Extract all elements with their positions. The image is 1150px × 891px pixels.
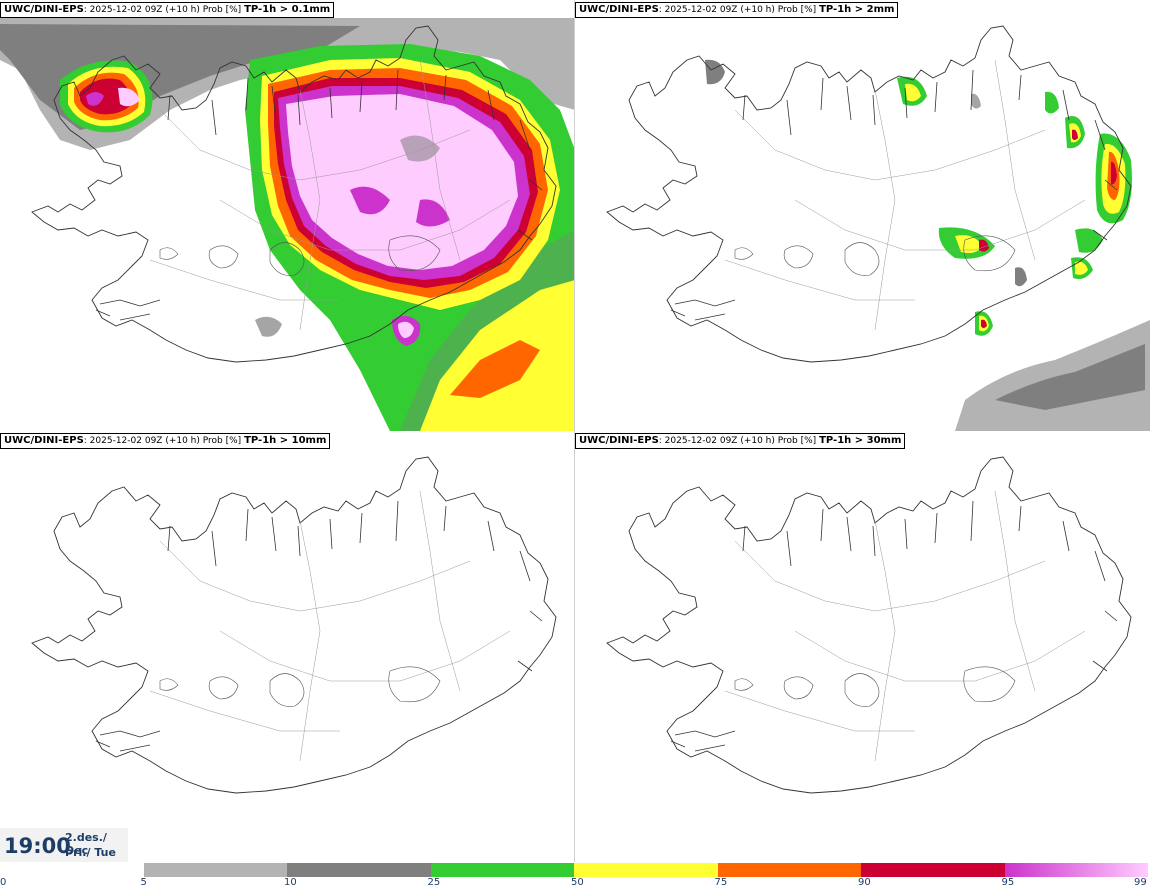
colorbar-tick-label: 50 bbox=[571, 877, 584, 888]
probability-colorbar: 0 5 10 25 50 75 90 95 99 bbox=[0, 862, 1150, 891]
colorbar-segment bbox=[287, 863, 431, 877]
probability-map bbox=[0, 0, 575, 431]
panel-title: UWC/DINI-EPS: 2025-12-02 09Z (+10 h) Pro… bbox=[575, 433, 906, 449]
panel-title: UWC/DINI-EPS: 2025-12-02 09Z (+10 h) Pro… bbox=[0, 2, 335, 18]
map-panel-tp1h-2mm: UWC/DINI-EPS: 2025-12-02 09Z (+10 h) Pro… bbox=[575, 0, 1150, 431]
map-panel-tp1h-10mm: UWC/DINI-EPS: 2025-12-02 09Z (+10 h) Pro… bbox=[0, 431, 575, 862]
valid-weekday: Þri./ Tue bbox=[65, 846, 116, 859]
map-panel-tp1h-30mm: UWC/DINI-EPS: 2025-12-02 09Z (+10 h) Pro… bbox=[575, 431, 1150, 862]
colorbar-tick-label: 25 bbox=[427, 877, 441, 888]
valid-date: 2.des./ Dec bbox=[65, 831, 107, 857]
colorbar-segment bbox=[0, 863, 144, 877]
colorbar-tick-label: 99 bbox=[1134, 877, 1147, 888]
colorbar-tick-label: 5 bbox=[140, 877, 147, 888]
colorbar-tick-label: 0 bbox=[0, 877, 7, 888]
colorbar-segment bbox=[861, 863, 1005, 877]
valid-time-box: 19:00 2.des./ Dec Þri./ Tue bbox=[0, 828, 128, 862]
colorbar-tick-label: 75 bbox=[714, 877, 728, 888]
colorbar-segment bbox=[717, 863, 861, 877]
colorbar-segment bbox=[430, 863, 574, 877]
probability-map bbox=[575, 431, 1150, 862]
map-panel-tp1h-01mm: UWC/DINI-EPS: 2025-12-02 09Z (+10 h) Pro… bbox=[0, 0, 575, 431]
colorbar-segment bbox=[143, 863, 287, 877]
colorbar-segment bbox=[1004, 863, 1148, 877]
colorbar-tick-label: 95 bbox=[1001, 877, 1015, 888]
colorbar-tick-label: 10 bbox=[284, 877, 297, 888]
probability-map bbox=[575, 0, 1150, 431]
colorbar-segment bbox=[574, 863, 718, 877]
probability-map bbox=[0, 431, 575, 862]
panel-title: UWC/DINI-EPS: 2025-12-02 09Z (+10 h) Pro… bbox=[0, 433, 331, 449]
valid-time: 19:00 bbox=[4, 834, 71, 858]
panel-divider bbox=[574, 0, 575, 862]
colorbar-tick-label: 90 bbox=[858, 877, 871, 888]
panel-title: UWC/DINI-EPS: 2025-12-02 09Z (+10 h) Pro… bbox=[575, 2, 899, 18]
